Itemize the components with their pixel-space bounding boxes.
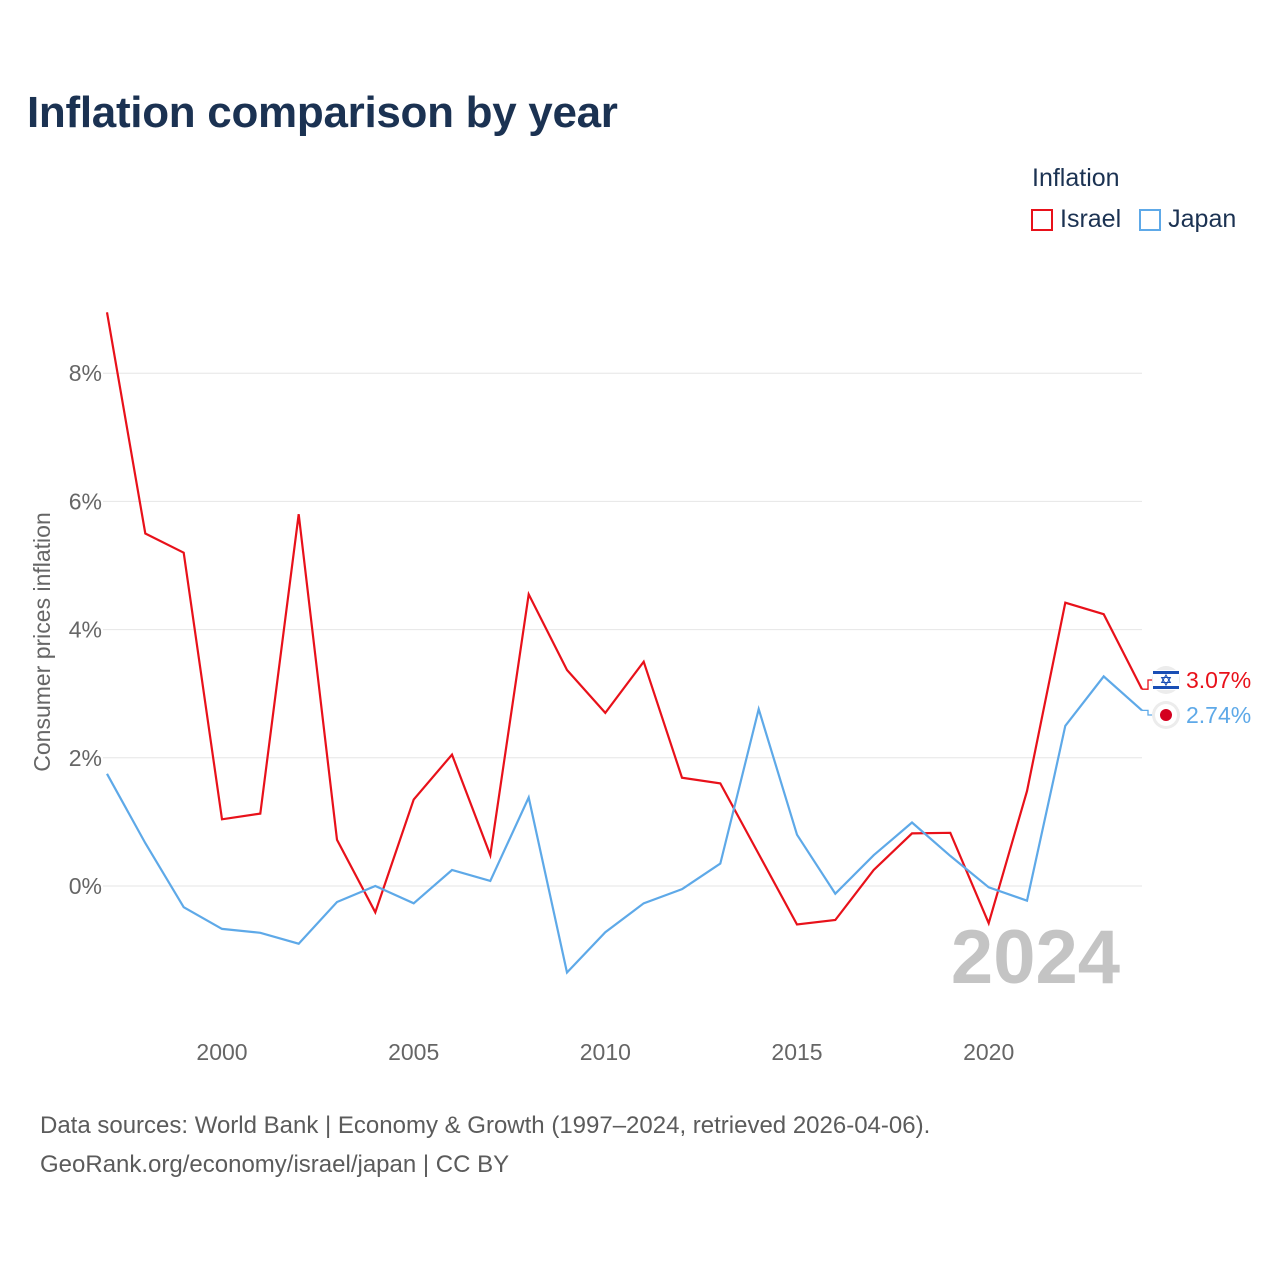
data-point-israel [527,592,531,596]
data-point-israel [105,310,109,314]
data-point-japan [258,931,262,935]
footer-credit: GeoRank.org/economy/israel/japan | CC BY [40,1151,510,1178]
x-tick-label: 2005 [388,1039,439,1065]
flag-japan-disc [1160,709,1172,721]
data-point-japan [872,853,876,857]
end-value-label-israel: 3.07% [1186,667,1251,693]
y-tick-label: 0% [69,873,102,899]
data-point-israel [258,812,262,816]
series-line-japan [106,674,1143,975]
end-connector-israel [1142,679,1154,690]
y-tick-label: 6% [69,488,102,514]
data-point-israel [1025,789,1029,793]
data-point-israel [987,921,991,925]
data-point-japan [220,927,224,931]
data-point-japan [603,930,607,934]
flag-israel-icon [1153,670,1179,690]
data-point-japan [335,900,339,904]
data-point-japan [642,901,646,905]
data-point-japan [527,796,531,800]
footer: Data sources: World Bank | Economy & Gro… [40,1106,930,1184]
data-point-japan [373,884,377,888]
data-point-israel [833,918,837,922]
legend-swatch-israel [1031,208,1053,231]
data-point-israel [450,753,454,757]
data-point-japan [910,821,914,825]
legend-title: Inflation [1032,164,1120,192]
data-point-israel [182,551,186,555]
y-tick-label: 8% [69,360,102,386]
data-point-japan [297,942,301,946]
data-point-japan [833,892,837,896]
data-point-japan [1063,724,1067,728]
x-tick-label: 2020 [963,1039,1014,1065]
series-line-israel [105,312,1143,927]
legend: Israel Japan [1031,205,1254,234]
data-point-japan [105,772,109,776]
data-point-japan [680,887,684,891]
y-axis-label: Consumer prices inflation [29,512,55,772]
data-point-israel [297,512,301,516]
data-point-israel [910,831,914,835]
data-point-israel [872,868,876,872]
data-point-japan [488,879,492,883]
x-tick-label: 2000 [196,1039,247,1065]
data-point-israel [795,922,799,926]
data-point-israel [373,910,377,914]
footer-sources: Data sources: World Bank | Economy & Gro… [40,1112,931,1139]
x-tick-label: 2015 [771,1039,822,1065]
year-watermark: 2024 [951,915,1120,1000]
end-value-label-japan: 2.74% [1186,702,1251,728]
flag-israel-stripe-top [1153,671,1179,674]
end-connector-japan [1142,709,1154,716]
data-point-israel [488,853,492,857]
data-point-israel [565,668,569,672]
flag-israel-star-up [1160,673,1172,684]
legend-item-israel[interactable]: Israel [1031,205,1121,234]
data-point-japan [757,707,761,711]
legend-label-israel: Israel [1060,205,1122,233]
y-tick-label: 4% [69,617,102,643]
data-point-israel [603,711,607,715]
legend-item-japan[interactable]: Japan [1139,205,1236,234]
data-point-israel [718,781,722,785]
data-point-japan [565,971,569,975]
data-point-israel [335,838,339,842]
chart-title: Inflation comparison by year [27,88,618,137]
data-point-israel [680,776,684,780]
data-point-israel [1102,612,1106,616]
data-point-japan [1102,674,1106,678]
y-tick-label: 2% [69,745,102,771]
data-point-israel [220,817,224,821]
legend-label-japan: Japan [1168,205,1237,233]
data-point-israel [948,831,952,835]
x-tick-label: 2010 [580,1039,631,1065]
data-point-japan [182,905,186,909]
flag-israel-stripe-bottom [1153,686,1179,689]
legend-swatch-japan [1139,208,1162,231]
data-point-israel [757,852,761,856]
data-point-israel [642,660,646,664]
data-point-japan [450,868,454,872]
flag-israel-star-down [1160,676,1172,687]
data-point-japan [143,841,147,845]
data-point-japan [412,901,416,905]
data-point-israel [1063,601,1067,605]
data-point-japan [1025,899,1029,903]
data-point-japan [718,862,722,866]
data-point-israel [143,531,147,535]
data-point-japan [948,854,952,858]
data-point-japan [795,833,799,837]
data-point-israel [412,797,416,801]
data-point-japan [987,885,991,889]
